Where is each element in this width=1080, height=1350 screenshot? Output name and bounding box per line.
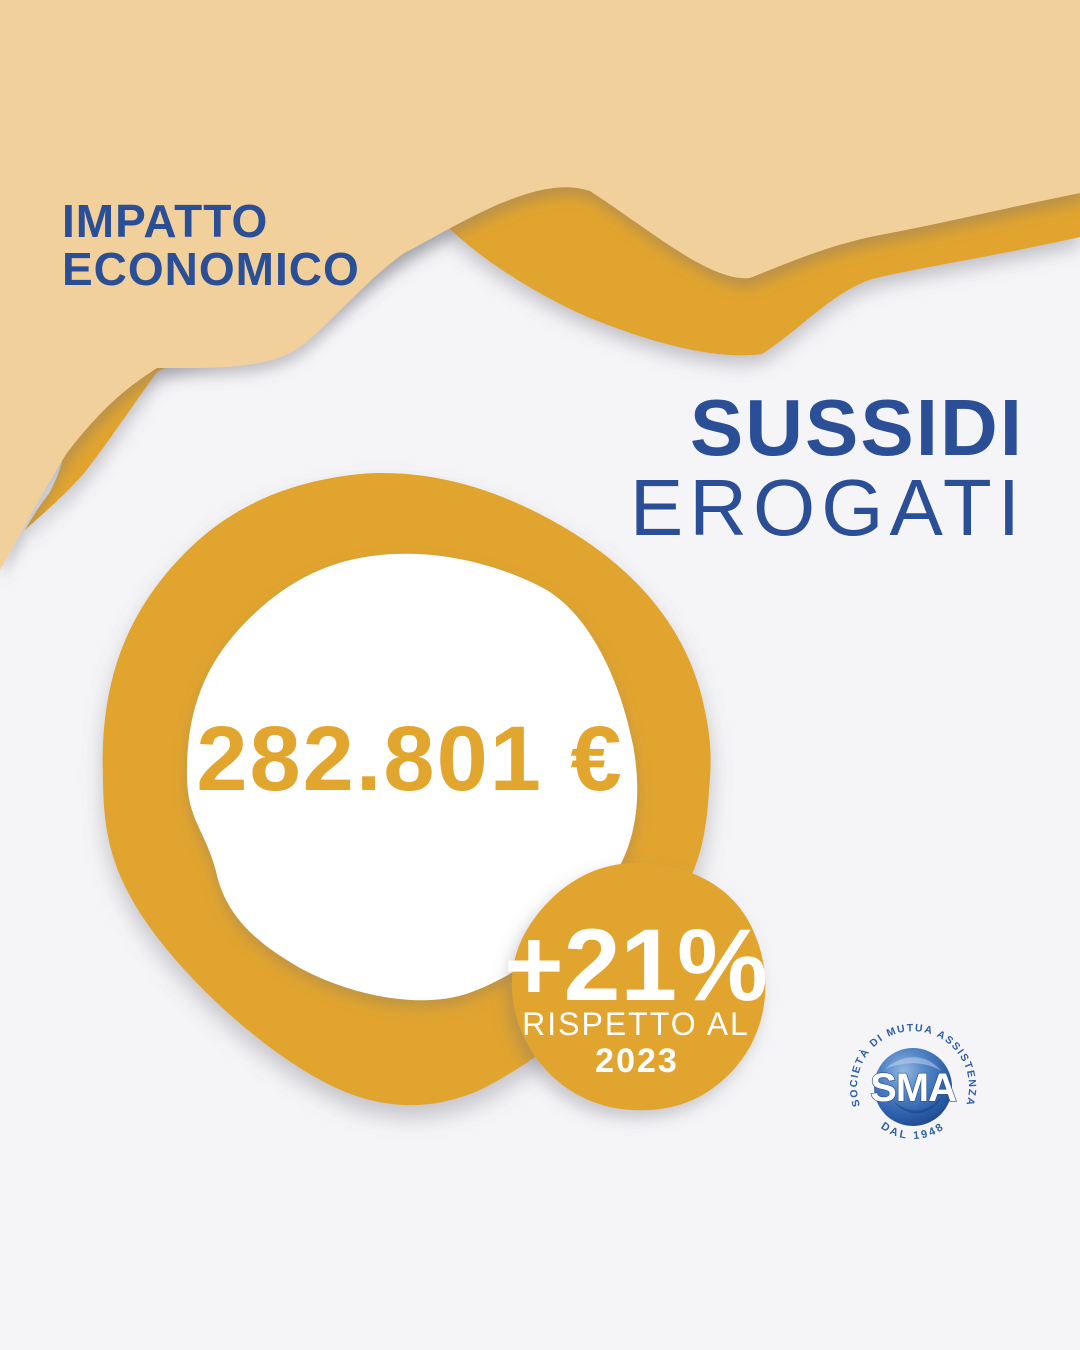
delta-blob xyxy=(511,862,766,1111)
sma-logo-sphere xyxy=(874,1048,952,1126)
page-title-line2: ECONOMICO xyxy=(62,243,360,295)
delta-comparison-year: 2023 xyxy=(595,1042,679,1080)
amount-value: 282.801 € xyxy=(196,708,623,810)
delta-comparison-label: RISPETTO AL xyxy=(522,1006,750,1042)
sma-logo-highlight xyxy=(885,1057,941,1071)
big-blob-inner xyxy=(186,553,638,1001)
sma-logo-shade xyxy=(893,1095,943,1114)
page-title-line1: IMPATTO xyxy=(62,195,268,247)
sma-logo-icon: SMA SOCIETÀ DI MUTUA ASSISTENZA DAL 1948 xyxy=(848,1022,977,1142)
section-heading-bold: SUSSIDI xyxy=(690,383,1024,472)
tan-wave-shape xyxy=(0,0,1080,570)
section-heading-light: EROGATI xyxy=(630,463,1026,552)
delta-value: +21% xyxy=(504,908,768,1022)
sma-logo-acronym: SMA xyxy=(870,1066,956,1110)
